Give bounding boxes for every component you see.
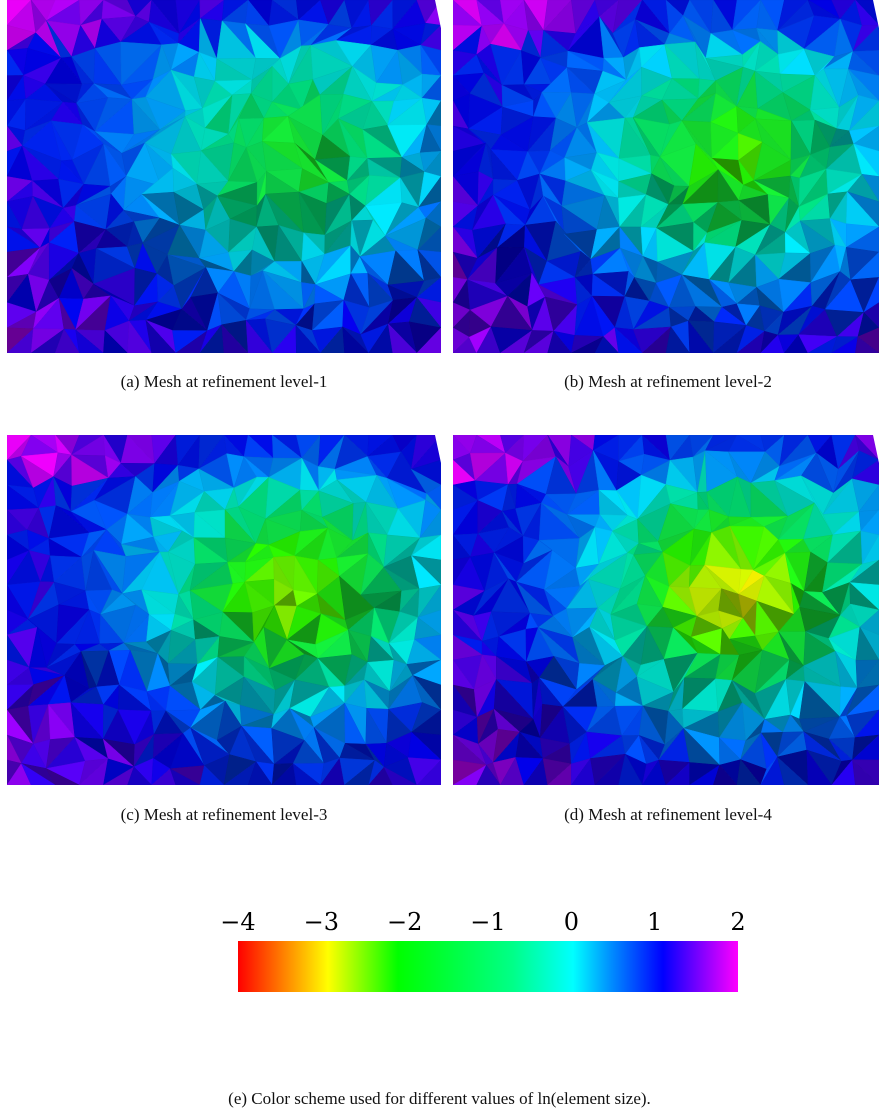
colorbar [238, 941, 738, 992]
mesh-element [688, 320, 714, 353]
mesh-element [247, 761, 273, 785]
colorbar-tick-label: 0 [563, 908, 579, 936]
colorbar-tick-label: −2 [386, 908, 423, 936]
mesh-element [199, 765, 225, 785]
mesh-element [614, 326, 643, 353]
colorbar-tick-label: 1 [647, 908, 663, 936]
image-corner [873, 435, 879, 463]
mesh-element [45, 767, 80, 785]
mesh-image [7, 0, 441, 353]
mesh-element [476, 764, 501, 785]
mesh-element [342, 326, 370, 353]
mesh-element [127, 320, 152, 353]
mesh-element [127, 766, 153, 785]
mesh-element [54, 328, 80, 353]
colorbar-tick-label: 2 [730, 908, 746, 936]
figure-caption: (e) Color scheme used for different valu… [228, 1089, 651, 1108]
mesh-element [20, 762, 56, 785]
mesh-element [547, 330, 572, 353]
mesh-element [169, 768, 201, 785]
mesh-element [145, 319, 177, 353]
mesh-element [75, 329, 104, 353]
panel-caption: (a) Mesh at refinement level-1 [120, 372, 328, 391]
mesh-element [383, 766, 418, 785]
mesh-element [292, 762, 321, 785]
mesh-element [387, 323, 418, 353]
panel-caption: (d) Mesh at refinement level-4 [564, 805, 772, 824]
mesh-element [221, 324, 249, 353]
mesh-element [855, 336, 879, 353]
mesh-element [416, 327, 441, 353]
panel-caption: (c) Mesh at refinement level-3 [120, 805, 328, 824]
mesh-element [713, 764, 738, 785]
image-corner [435, 435, 441, 463]
image-corner [873, 0, 879, 29]
mesh-element [665, 326, 690, 353]
mesh-image [453, 435, 879, 785]
mesh-element [618, 753, 643, 785]
mesh-element [852, 759, 879, 785]
mesh-image [453, 0, 879, 353]
mesh-element [776, 756, 809, 785]
colorbar-tick-label: −3 [303, 908, 340, 936]
mesh-element [594, 336, 620, 353]
mesh-element [295, 324, 321, 353]
mesh-element [103, 329, 128, 353]
colorbar-tick-label: −4 [220, 908, 256, 936]
mesh-element [245, 319, 273, 353]
image-corner [435, 0, 441, 29]
mesh-element [806, 749, 832, 785]
panel-caption: (b) Mesh at refinement level-2 [564, 372, 772, 391]
mesh-image [7, 435, 441, 785]
colorbar-tick-label: −1 [470, 908, 506, 936]
mesh-element [416, 759, 441, 785]
mesh-element [736, 759, 761, 785]
